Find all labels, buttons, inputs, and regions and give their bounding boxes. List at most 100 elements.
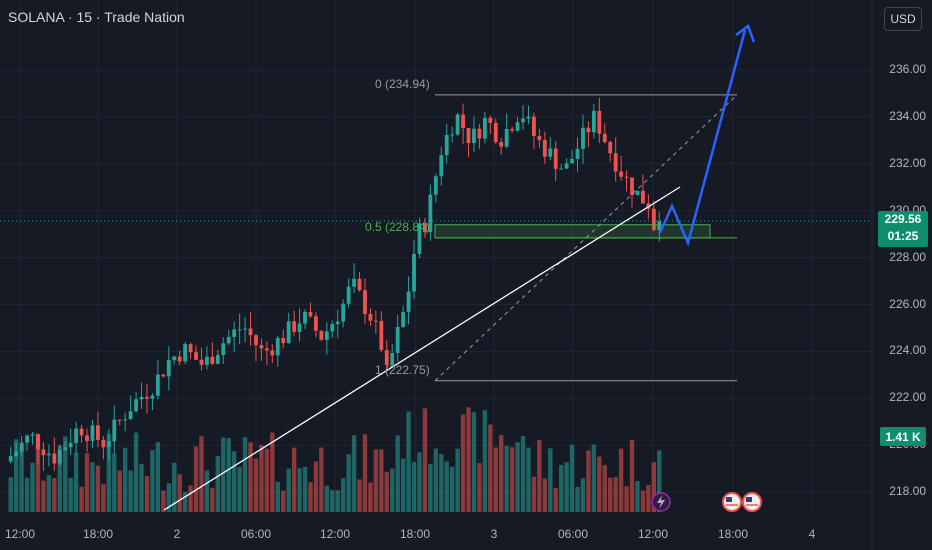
candle-body	[68, 442, 73, 448]
volume-bar	[384, 471, 389, 512]
candle-body	[57, 449, 62, 464]
volume-bar	[259, 445, 264, 512]
volume-bar	[640, 490, 646, 512]
time-tick-label: 3	[490, 527, 498, 541]
volume-bar	[221, 437, 226, 512]
volume-bar	[651, 462, 657, 512]
volume-bar	[35, 433, 41, 512]
volume-bar	[79, 486, 84, 512]
candle-body	[613, 153, 618, 172]
volume-bar	[182, 491, 188, 512]
volume-bar	[373, 449, 379, 512]
volume-bar	[188, 485, 193, 512]
candle-body	[341, 303, 346, 322]
volume-bar	[499, 435, 504, 512]
candle-body	[597, 110, 602, 134]
volume-bar	[330, 490, 335, 512]
candle-body	[384, 350, 389, 366]
price-tick-label: 236.00	[889, 62, 926, 76]
chart-grid	[0, 0, 873, 550]
volume-bar	[242, 437, 248, 512]
time-tick-label: 06:00	[557, 527, 589, 541]
candle-body	[106, 441, 111, 448]
volume-bar	[504, 445, 509, 512]
candle-body	[521, 118, 525, 123]
candle-body	[248, 328, 253, 336]
candle-body	[444, 135, 449, 156]
candle-body	[657, 221, 662, 230]
candle-body	[188, 344, 193, 353]
volume-bar	[106, 433, 112, 512]
volume-bar	[411, 461, 417, 512]
price-tick-label: 234.00	[889, 108, 926, 123]
volume-bar	[569, 444, 575, 512]
candle-body	[128, 411, 133, 420]
candle-body	[226, 336, 231, 344]
volume-bar	[313, 461, 319, 512]
volume-bar	[335, 490, 340, 512]
volume-bar	[368, 482, 373, 512]
candle-body	[423, 223, 427, 233]
volume-bar	[291, 447, 297, 512]
volume-bar	[237, 467, 242, 512]
time-tick-label: 18:00	[399, 527, 431, 541]
volume-bar	[597, 456, 602, 512]
volume-bar	[319, 447, 324, 512]
volume-bar	[215, 455, 221, 512]
candle-body	[641, 190, 645, 204]
candle-body	[308, 311, 313, 317]
candle-body	[553, 148, 558, 169]
candle-countdown: 01:25	[887, 229, 919, 243]
candle-body	[46, 453, 51, 456]
candle-body	[581, 127, 585, 149]
volume-bar	[231, 451, 237, 512]
volume-bar	[509, 447, 515, 512]
currency-button[interactable]: USD	[884, 7, 922, 31]
volume-bar	[428, 463, 433, 512]
fib-level-label: 0.5 (228.84)	[365, 219, 430, 234]
volume-bar	[357, 479, 362, 512]
candle-body	[161, 374, 166, 377]
volume-bar	[46, 475, 52, 512]
volume-bar	[390, 468, 395, 512]
candle-body	[335, 321, 340, 325]
volume-bar	[439, 454, 444, 512]
time-tick-label: 12:00	[4, 527, 36, 541]
price-tick-label: 224.00	[889, 343, 926, 358]
candle-body	[210, 356, 215, 364]
candle-body	[199, 359, 204, 365]
volume-bar	[618, 448, 624, 512]
volume-bar	[264, 448, 270, 512]
volume-bar	[324, 485, 330, 512]
fib-diagonal	[434, 94, 738, 382]
candle-body	[8, 456, 13, 462]
volume-bar	[308, 482, 313, 512]
candle-body	[368, 313, 373, 321]
price-tick-label: 226.00	[889, 296, 926, 311]
candle-body	[194, 352, 198, 360]
candle-body	[30, 434, 35, 436]
candle-body	[150, 395, 155, 399]
candle-body	[172, 356, 177, 360]
volume-bar	[575, 486, 580, 512]
candle-body	[314, 316, 318, 331]
candle-body	[450, 134, 455, 136]
time-tick-label: 12:00	[319, 527, 351, 541]
candle-body	[651, 208, 656, 230]
event-icons[interactable]	[651, 492, 762, 512]
volume-bar	[150, 450, 155, 512]
volume-bar	[351, 435, 357, 512]
projection-arrowhead	[735, 23, 756, 43]
volume-bar	[526, 447, 531, 512]
flag-canton	[726, 497, 732, 502]
volume-bar	[281, 490, 286, 512]
volume-bar	[19, 445, 24, 512]
volume-bar	[253, 458, 259, 512]
volume-bar	[422, 408, 428, 512]
candle-body	[166, 359, 171, 377]
candle-body	[379, 320, 384, 351]
candle-body	[635, 190, 640, 195]
volume-bar	[646, 484, 651, 512]
candle-body	[608, 142, 613, 154]
